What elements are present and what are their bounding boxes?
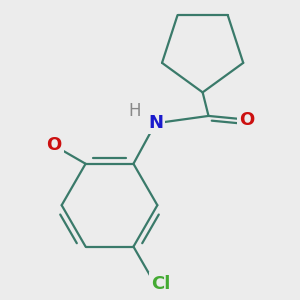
Text: Cl: Cl [151, 274, 170, 292]
Text: H: H [129, 102, 141, 120]
Text: O: O [46, 136, 61, 154]
Text: O: O [239, 111, 254, 129]
Text: N: N [148, 114, 163, 132]
